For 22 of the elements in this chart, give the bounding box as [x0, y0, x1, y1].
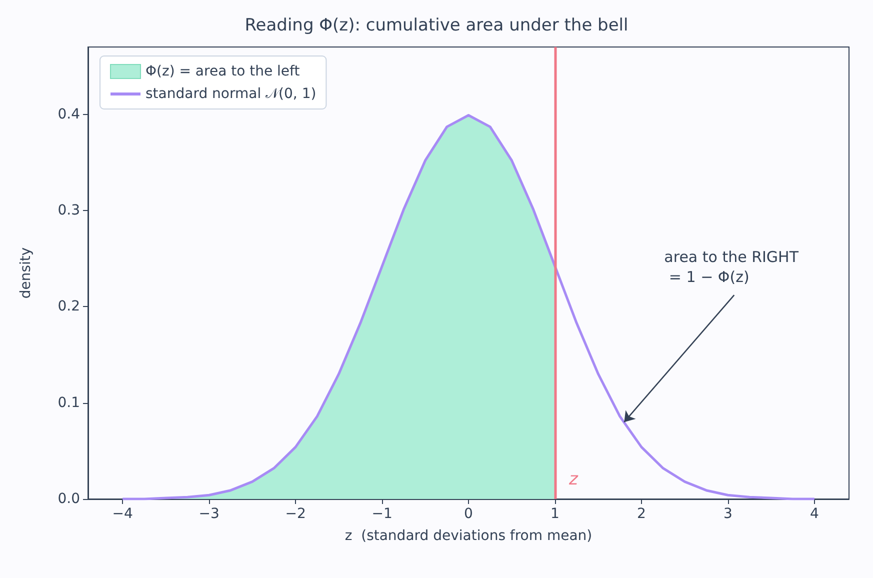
y-tick-label: 0.0 — [58, 491, 80, 507]
ref-line-label: z — [568, 470, 579, 490]
x-tick-label: 3 — [723, 506, 732, 522]
legend-label: Φ(z) = area to the left — [146, 64, 300, 80]
x-tick-label: 2 — [636, 506, 646, 522]
y-axis-title: density — [18, 247, 34, 299]
y-tick-label: 0.2 — [58, 298, 80, 315]
y-tick-label: 0.3 — [58, 202, 80, 218]
x-tick-label: −2 — [285, 506, 306, 522]
x-tick-label: 4 — [810, 506, 819, 522]
x-tick-label: −3 — [198, 506, 220, 522]
legend-label: standard normal 𝒩(0, 1) — [146, 86, 316, 102]
x-tick-label: 0 — [464, 506, 473, 522]
chart-title: Reading Φ(z): cumulative area under the bell — [244, 16, 628, 36]
x-tick-label: −1 — [372, 506, 392, 522]
x-axis-title: z (standard deviations from mean) — [344, 528, 592, 544]
annotation: area to the RIGHT = 1 − Φ(z) — [664, 248, 800, 286]
line-series — [121, 114, 816, 500]
y-tick-label: 0.1 — [58, 394, 80, 411]
x-tick-label: 1 — [550, 506, 560, 522]
y-tick-label: 0.4 — [58, 106, 80, 122]
x-tick-label: −4 — [112, 506, 133, 522]
